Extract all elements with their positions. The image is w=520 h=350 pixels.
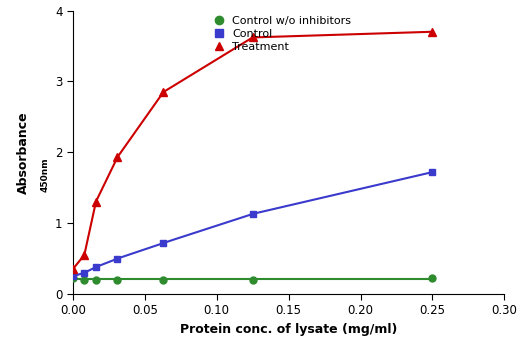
X-axis label: Protein conc. of lysate (mg/ml): Protein conc. of lysate (mg/ml): [180, 323, 397, 336]
Legend: Control w/o inhibitors, Control, Treatment: Control w/o inhibitors, Control, Treatme…: [208, 16, 352, 51]
Text: Absorbance: Absorbance: [17, 111, 30, 194]
Text: 450nm: 450nm: [40, 158, 49, 192]
